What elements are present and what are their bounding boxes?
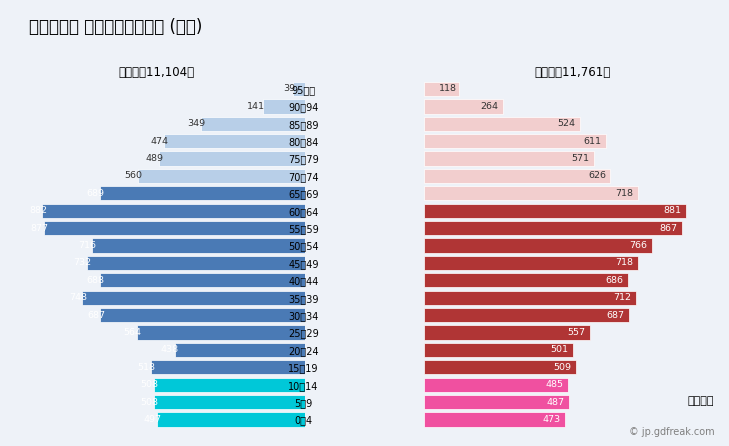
Bar <box>424 152 594 165</box>
Text: 264: 264 <box>480 102 498 111</box>
Bar <box>424 256 638 270</box>
Text: 557: 557 <box>567 328 585 337</box>
Text: ２０３５年 吉岡町の人口構成 (予測): ２０３５年 吉岡町の人口構成 (予測) <box>29 18 203 36</box>
Bar <box>424 378 569 392</box>
Bar <box>424 99 502 113</box>
Text: 509: 509 <box>553 363 571 372</box>
Text: 524: 524 <box>558 119 576 128</box>
Bar <box>139 169 305 183</box>
Text: 474: 474 <box>150 136 168 146</box>
Text: 485: 485 <box>546 380 564 389</box>
Text: 438: 438 <box>161 345 179 355</box>
Bar <box>424 326 590 339</box>
Text: 882: 882 <box>29 206 47 215</box>
Bar <box>101 308 305 322</box>
Text: 349: 349 <box>187 119 206 128</box>
Text: 473: 473 <box>542 415 561 424</box>
Bar <box>87 256 305 270</box>
Bar <box>424 413 565 426</box>
Text: 487: 487 <box>547 397 564 407</box>
Text: 611: 611 <box>583 136 601 146</box>
Text: 508: 508 <box>140 380 158 389</box>
Text: 688: 688 <box>87 276 105 285</box>
Bar <box>424 221 682 235</box>
Text: 564: 564 <box>123 328 141 337</box>
Text: 560: 560 <box>125 171 143 181</box>
Bar <box>174 343 305 357</box>
Bar <box>424 395 569 409</box>
Bar <box>424 291 636 305</box>
Bar <box>100 186 305 200</box>
Text: 489: 489 <box>146 154 164 163</box>
Text: 712: 712 <box>614 293 631 302</box>
Bar <box>201 117 305 131</box>
Title: 女性計：11,761人: 女性計：11,761人 <box>535 66 611 79</box>
Bar <box>424 204 686 218</box>
Bar <box>44 221 305 235</box>
Text: 118: 118 <box>439 84 457 94</box>
Text: 単位：人: 単位：人 <box>688 396 714 406</box>
Text: 716: 716 <box>78 241 96 250</box>
Bar <box>424 343 573 357</box>
Bar <box>154 378 305 392</box>
Bar <box>424 169 610 183</box>
Text: 518: 518 <box>137 363 155 372</box>
Bar <box>92 239 305 252</box>
Text: 39: 39 <box>284 84 296 94</box>
Text: 766: 766 <box>630 241 647 250</box>
Bar <box>293 82 305 96</box>
Title: 男性計：11,104人: 男性計：11,104人 <box>118 66 194 79</box>
Text: 867: 867 <box>660 223 678 233</box>
Bar <box>42 204 305 218</box>
Bar <box>154 395 305 409</box>
Bar <box>137 326 305 339</box>
Bar <box>424 308 628 322</box>
Text: 748: 748 <box>69 293 87 302</box>
Text: 687: 687 <box>87 310 105 320</box>
Text: 508: 508 <box>140 397 158 407</box>
Text: 501: 501 <box>550 345 569 355</box>
Text: 686: 686 <box>606 276 624 285</box>
Bar <box>424 117 580 131</box>
Bar <box>424 273 628 287</box>
Text: 881: 881 <box>664 206 682 215</box>
Bar <box>424 360 576 374</box>
Text: 497: 497 <box>144 415 162 424</box>
Text: 571: 571 <box>572 154 590 163</box>
Text: © jp.gdfreak.com: © jp.gdfreak.com <box>629 427 714 437</box>
Bar <box>424 134 606 148</box>
Bar <box>82 291 305 305</box>
Bar <box>164 134 305 148</box>
Bar <box>263 99 305 113</box>
Bar <box>160 152 305 165</box>
Text: 718: 718 <box>615 258 634 268</box>
Text: 718: 718 <box>615 189 634 198</box>
Bar <box>157 413 305 426</box>
Text: 689: 689 <box>86 189 104 198</box>
Bar <box>424 186 638 200</box>
Bar <box>151 360 305 374</box>
Bar <box>424 239 652 252</box>
Text: 877: 877 <box>31 223 48 233</box>
Text: 732: 732 <box>74 258 92 268</box>
Text: 626: 626 <box>588 171 606 181</box>
Bar <box>100 273 305 287</box>
Text: 687: 687 <box>606 310 624 320</box>
Bar <box>424 82 459 96</box>
Text: 141: 141 <box>247 102 265 111</box>
